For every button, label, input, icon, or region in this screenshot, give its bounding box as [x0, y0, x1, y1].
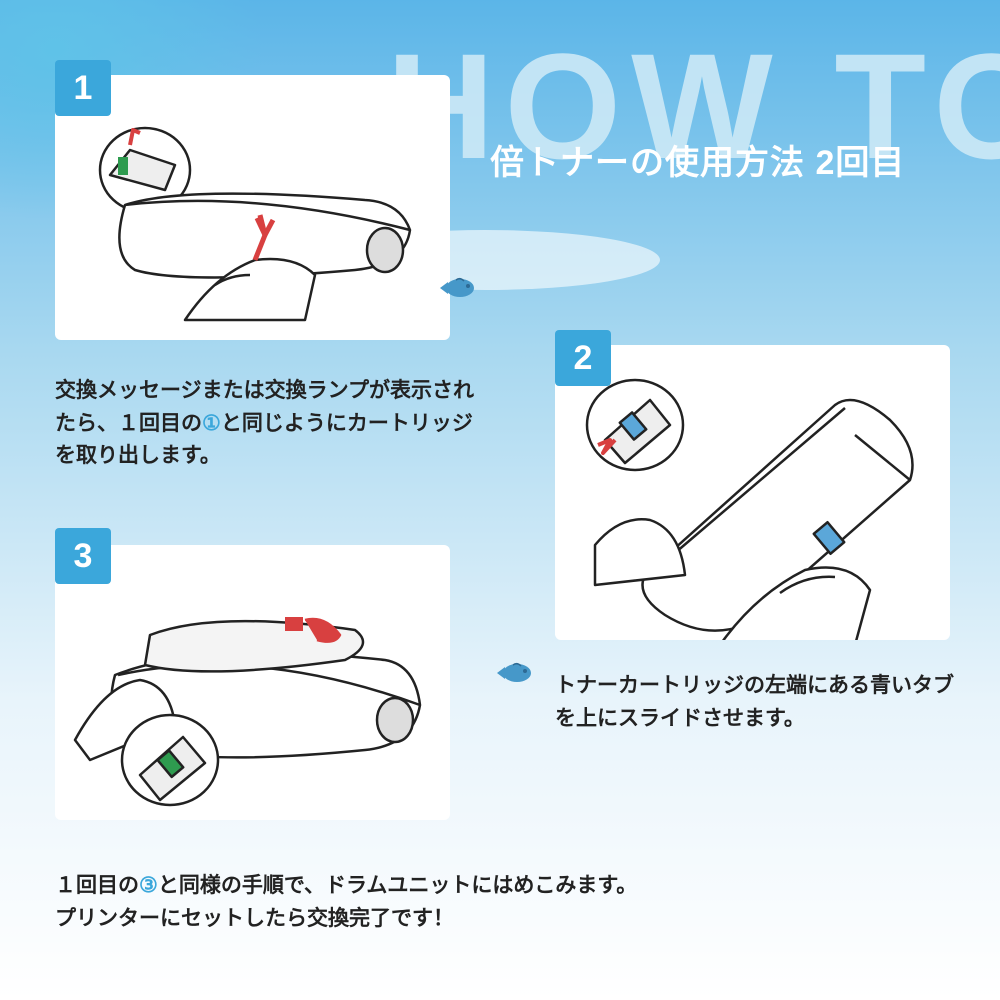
step2-illustration — [555, 345, 950, 640]
step2-text-a: トナーカートリッジの左端にある青いタブを上にスライドさせます。 — [555, 674, 954, 730]
step1-accent: ① — [202, 412, 221, 435]
fish-decoration-icon — [495, 660, 535, 685]
step2-text: トナーカートリッジの左端にある青いタブを上にスライドさせます。 — [555, 670, 955, 735]
step3-text-c: プリンターにセットしたら交換完了です！ — [55, 907, 454, 930]
step1-badge: 1 — [55, 60, 111, 116]
fish-decoration-icon — [438, 275, 478, 300]
step2-badge: 2 — [555, 330, 611, 386]
step3-text: １回目の③と同様の手順で、ドラムユニットにはめこみます。 プリンターにセットした… — [55, 870, 955, 935]
step3-accent: ③ — [139, 874, 158, 897]
step3-badge: 3 — [55, 528, 111, 584]
step3-text-a: １回目の — [55, 874, 139, 897]
step3-illustration — [55, 545, 450, 820]
toner-slide-illustration — [555, 345, 950, 640]
page-title: 倍トナーの使用方法 2回目 — [490, 135, 905, 184]
step3-text-b: と同様の手順で、ドラムユニットにはめこみます。 — [158, 874, 637, 897]
toner-remove-illustration — [55, 75, 450, 340]
step1-text: 交換メッセージまたは交換ランプが表示されたら、１回目の①と同じようにカートリッジ… — [55, 375, 475, 473]
toner-insert-illustration — [55, 545, 450, 820]
step1-illustration — [55, 75, 450, 340]
